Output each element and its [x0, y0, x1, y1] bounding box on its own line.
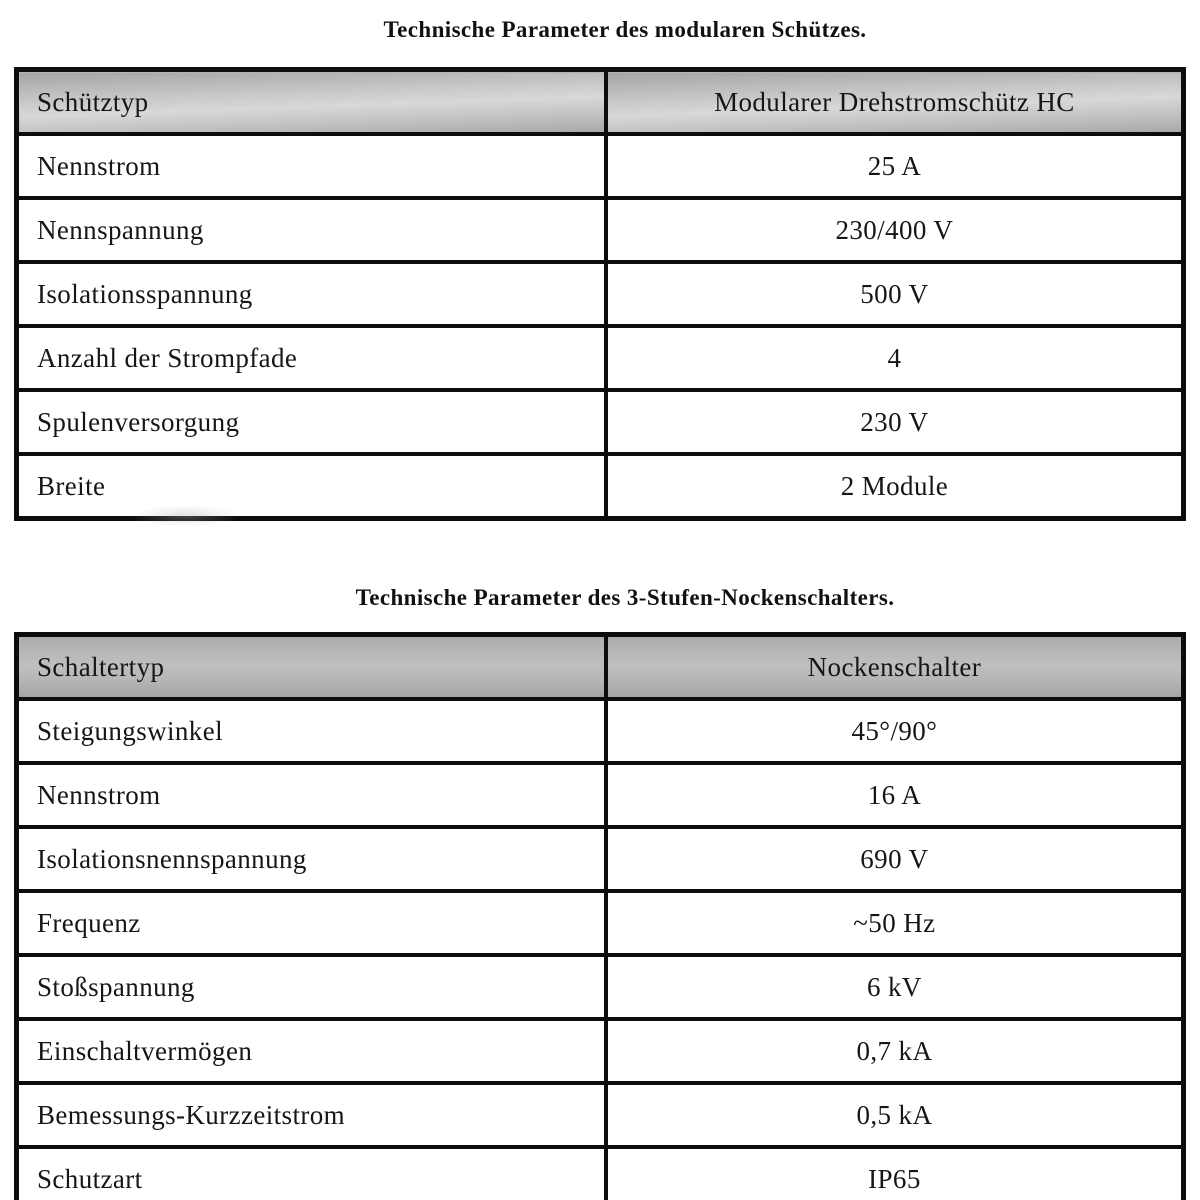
table-modular-contactor: Schütztyp Modularer Drehstromschütz HC N…: [14, 67, 1186, 521]
table-row: Isolationsspannung 500 V: [14, 260, 1186, 328]
param-value: 0,7 kA: [603, 1017, 1186, 1085]
param-value: 230 V: [603, 388, 1186, 456]
param-value: 2 Module: [603, 452, 1186, 521]
param-value: ~50 Hz: [603, 889, 1186, 957]
column-header-model: Nockenschalter: [603, 632, 1186, 701]
table-header-row: Schaltertyp Nockenschalter: [14, 632, 1186, 701]
table-cam-switch: Schaltertyp Nockenschalter Steigungswink…: [14, 632, 1186, 1200]
table-row: Spulenversorgung 230 V: [14, 388, 1186, 456]
table-row: Nennstrom 16 A: [14, 761, 1186, 829]
table2-title: Technische Parameter des 3-Stufen-Nocken…: [355, 585, 895, 610]
table-row: Nennstrom 25 A: [14, 132, 1186, 200]
column-header-type: Schütztyp: [14, 67, 608, 136]
param-label: Schutzart: [14, 1145, 608, 1200]
param-value: 0,5 kA: [603, 1081, 1186, 1149]
param-value: 690 V: [603, 825, 1186, 893]
param-value: 25 A: [603, 132, 1186, 200]
param-value: 6 kV: [603, 953, 1186, 1021]
table-row: Stoßspannung 6 kV: [14, 953, 1186, 1021]
param-label: Stoßspannung: [14, 953, 608, 1021]
param-label: Breite: [14, 452, 608, 521]
param-value: 4: [603, 324, 1186, 392]
param-label: Isolationsnennspannung: [14, 825, 608, 893]
table-row: Schutzart IP65: [14, 1145, 1186, 1200]
table-row: Steigungswinkel 45°/90°: [14, 697, 1186, 765]
param-label: Anzahl der Strompfade: [14, 324, 608, 392]
table-row: Frequenz ~50 Hz: [14, 889, 1186, 957]
param-label: Isolationsspannung: [14, 260, 608, 328]
table-row: Einschaltvermögen 0,7 kA: [14, 1017, 1186, 1085]
column-header-type: Schaltertyp: [14, 632, 608, 701]
param-value: IP65: [603, 1145, 1186, 1200]
param-value: 230/400 V: [603, 196, 1186, 264]
param-label: Spulenversorgung: [14, 388, 608, 456]
table-header-row: Schütztyp Modularer Drehstromschütz HC: [14, 67, 1186, 136]
table-row: Breite 2 Module: [14, 452, 1186, 521]
param-label: Frequenz: [14, 889, 608, 957]
param-label: Nennstrom: [14, 761, 608, 829]
table-row: Nennspannung 230/400 V: [14, 196, 1186, 264]
param-value: 500 V: [603, 260, 1186, 328]
param-label: Einschaltvermögen: [14, 1017, 608, 1085]
param-label: Nennstrom: [14, 132, 608, 200]
table-row: Isolationsnennspannung 690 V: [14, 825, 1186, 893]
param-value: 45°/90°: [603, 697, 1186, 765]
param-label: Bemessungs-Kurzzeitstrom: [14, 1081, 608, 1149]
param-label: Steigungswinkel: [14, 697, 608, 765]
table-row: Bemessungs-Kurzzeitstrom 0,5 kA: [14, 1081, 1186, 1149]
param-label: Nennspannung: [14, 196, 608, 264]
table-row: Anzahl der Strompfade 4: [14, 324, 1186, 392]
column-header-model: Modularer Drehstromschütz HC: [603, 67, 1186, 136]
table1-title: Technische Parameter des modularen Schüt…: [383, 17, 867, 42]
param-value: 16 A: [603, 761, 1186, 829]
